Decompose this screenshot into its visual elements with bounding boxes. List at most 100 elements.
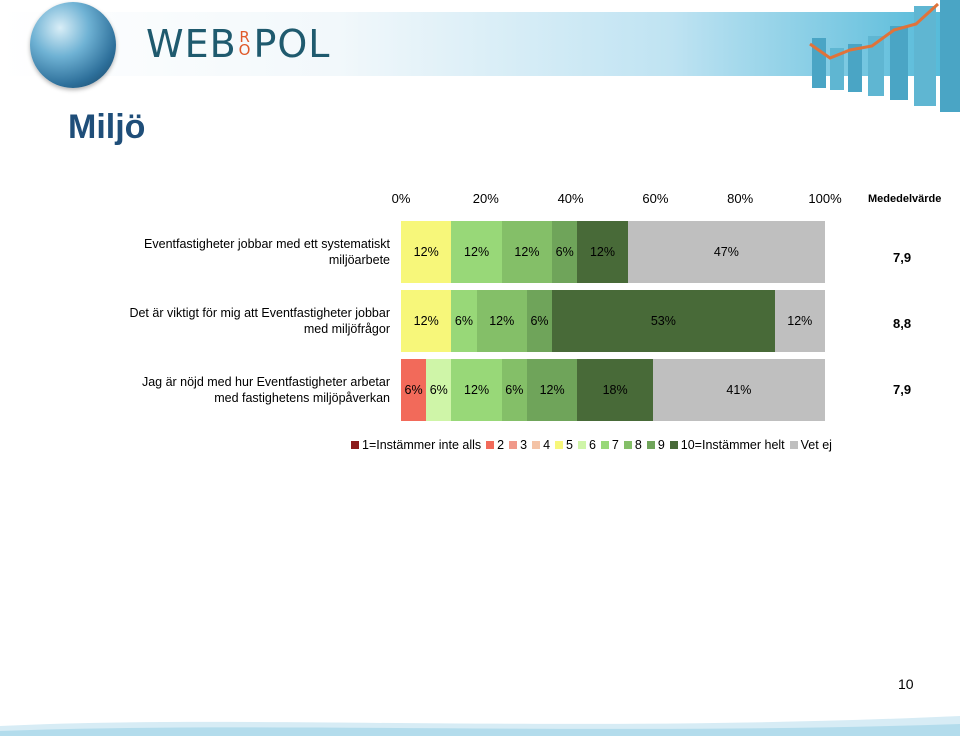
logo-pol: POL (253, 22, 331, 66)
bar-data-label: 12% (539, 383, 565, 397)
category-label-line: med miljöfrågor (303, 322, 390, 336)
bar-data-label: 6% (429, 383, 448, 397)
legend: 1=Instämmer inte alls 2 3 4 5 6 7 8 9 10=Instämme… (351, 438, 837, 452)
legend-item: 1=Instämmer inte alls (351, 438, 481, 452)
bar-data-label: 12% (464, 245, 490, 259)
axis-tick-label: 0% (391, 191, 411, 206)
bar-data-label: 12% (589, 245, 616, 259)
logo-web: WEB (146, 22, 237, 66)
bottom-wave (0, 716, 960, 736)
decorative-chart-icon (809, 0, 960, 112)
bar-data-label: 6% (555, 245, 574, 259)
legend-item: 9 (646, 438, 665, 452)
bar-segment (451, 290, 477, 352)
logo-ro-bottom: O (238, 41, 252, 59)
category-label-line: med fastighetens miljöpåverkan (214, 391, 390, 405)
bar-data-label: 53% (650, 314, 676, 328)
mean-value: 7,9 (893, 250, 912, 265)
legend-swatch (351, 441, 359, 449)
legend-label: 5 (566, 438, 573, 452)
mean-value: 8,8 (893, 316, 912, 331)
bar-data-label: 47% (713, 245, 739, 259)
bar-segment (577, 221, 628, 283)
legend-label: 3 (520, 438, 528, 452)
bar-data-label: 12% (489, 314, 515, 328)
legend-swatch (509, 441, 518, 449)
axis-tick-label: 100% (808, 191, 842, 206)
bar-segment (552, 290, 775, 352)
bar-data-label: 6% (505, 383, 524, 397)
bar-segment (526, 290, 553, 352)
legend-item: 2 (486, 438, 504, 452)
bar-segment (501, 221, 553, 283)
bar-data-label: 18% (602, 383, 628, 397)
category-label: Eventfastigheter jobbar med ett systemat… (120, 236, 390, 268)
legend-item: 5 (555, 438, 573, 452)
bar-segment (451, 221, 502, 283)
bar-segment (401, 290, 452, 352)
page-title: Miljö (68, 108, 146, 146)
bar-segment (426, 359, 452, 421)
legend-label: 1=Instämmer inte alls (362, 438, 482, 452)
bar-segment (401, 359, 427, 421)
bar-segment (627, 221, 825, 283)
bar-segment (476, 290, 527, 352)
legend-item: 10=Instämmer helt (669, 438, 785, 452)
bar-segment (401, 221, 452, 283)
legend-item: 6 (577, 438, 596, 452)
bar-segment (652, 359, 825, 421)
logo-ro: R O (238, 28, 252, 59)
legend-swatch (669, 441, 678, 449)
bar-data-label: 6% (404, 383, 423, 397)
bar-data-label: 6% (454, 314, 473, 328)
legend-swatch (646, 441, 655, 449)
legend-label: Vet ej (800, 438, 832, 452)
legend-item: 7 (600, 438, 619, 452)
legend-label: 9 (657, 438, 665, 452)
logo: WEB R O POL (146, 22, 330, 66)
bar-segment (451, 359, 502, 421)
bar-segment (526, 359, 578, 421)
legend-swatch (789, 441, 798, 449)
axis-tick-label: 20% (472, 191, 499, 206)
axis-tick-label: 60% (642, 191, 669, 206)
bar-segment (577, 359, 653, 421)
bar-data-label: 41% (726, 383, 752, 397)
legend-label: 8 (634, 438, 642, 452)
legend-item: Vet ej (789, 438, 832, 452)
bar-segment (552, 221, 578, 283)
legend-label: 6 (588, 438, 596, 452)
legend-item: 4 (532, 438, 550, 452)
category-label-line: Det är viktigt för mig att Eventfastighe… (129, 306, 390, 320)
legend-swatch (555, 441, 564, 449)
bar-data-label: 6% (530, 314, 549, 328)
legend-label: 10=Instämmer helt (680, 438, 785, 452)
bar-data-label: 12% (514, 245, 540, 259)
category-label-line: Eventfastigheter jobbar med ett systemat… (144, 237, 390, 251)
bar-data-label: 12% (413, 314, 439, 328)
legend-swatch (623, 441, 632, 449)
bar-segment (774, 290, 825, 352)
bar-data-label: 12% (413, 245, 439, 259)
category-label-line: Jag är nöjd med hur Eventfastigheter arb… (141, 375, 390, 389)
category-label: Det är viktigt för mig att Eventfastighe… (120, 305, 390, 337)
legend-item: 8 (623, 438, 642, 452)
bar-segment (501, 359, 527, 421)
legend-item: 3 (509, 438, 527, 452)
page-number: 10 (898, 676, 914, 692)
category-label: Jag är nöjd med hur Eventfastigheter arb… (120, 374, 390, 406)
logo-ro-top: R (239, 28, 251, 46)
category-label-line: miljöarbete (328, 253, 390, 267)
legend-swatch (486, 441, 495, 449)
legend-swatch (532, 441, 541, 449)
axis-tick-label: 80% (727, 191, 754, 206)
axis-tick-label: 40% (557, 191, 584, 206)
legend-label: 4 (543, 438, 551, 452)
legend-swatch (577, 441, 586, 449)
legend-label: 7 (611, 438, 619, 452)
bar-data-label: 12% (787, 314, 813, 328)
globe-icon (30, 2, 116, 88)
bar-data-label: 12% (464, 383, 490, 397)
legend-swatch (600, 441, 609, 449)
mean-value: 7,9 (893, 382, 912, 397)
